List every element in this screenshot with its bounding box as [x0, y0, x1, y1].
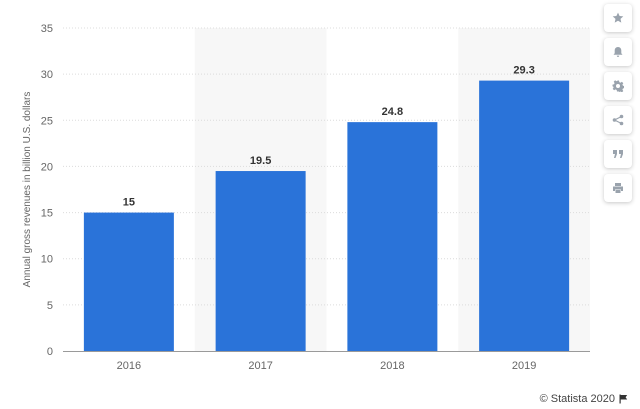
cite-button[interactable]	[604, 140, 632, 168]
source-credit[interactable]: © Statista 2020	[540, 393, 628, 405]
data-label: 29.3	[513, 65, 534, 77]
data-label: 15	[123, 197, 135, 209]
y-tick-label: 0	[47, 346, 53, 358]
credit-text: © Statista 2020	[539, 393, 615, 405]
y-tick-label: 15	[41, 208, 53, 220]
share-icon	[612, 114, 624, 126]
y-axis-ticks: 0 5 10 15 20 25 30 35	[41, 23, 53, 358]
bars	[83, 80, 570, 352]
y-tick-label: 20	[41, 161, 53, 173]
data-label: 19.5	[250, 155, 271, 167]
y-tick-label: 35	[41, 23, 53, 35]
notification-button[interactable]	[604, 38, 632, 66]
x-tick-label: 2019	[512, 360, 536, 372]
data-labels: 15 19.5 24.8 29.3	[123, 65, 535, 209]
flag-icon	[619, 394, 628, 404]
favorite-button[interactable]	[604, 4, 632, 32]
y-tick-label: 25	[41, 115, 53, 127]
chart-toolbar	[604, 4, 632, 202]
x-tick-label: 2018	[380, 360, 404, 372]
x-tick-label: 2016	[117, 360, 141, 372]
x-axis-ticks: 2016 2017 2018 2019	[117, 360, 537, 372]
gear-icon	[612, 80, 624, 92]
bell-icon	[613, 47, 623, 57]
y-tick-label: 10	[41, 254, 53, 266]
bar-2017[interactable]	[215, 171, 306, 351]
settings-button[interactable]	[604, 72, 632, 100]
data-label: 24.8	[382, 106, 403, 118]
y-tick-label: 30	[41, 69, 53, 81]
x-tick-label: 2017	[248, 360, 272, 372]
share-button[interactable]	[604, 106, 632, 134]
quote-icon	[613, 150, 623, 158]
y-tick-label: 5	[47, 300, 53, 312]
bar-2019[interactable]	[479, 80, 570, 352]
y-axis-title: Annual gross revenues in billion U.S. do…	[22, 92, 33, 288]
print-icon	[613, 183, 623, 193]
bar-2016[interactable]	[83, 212, 174, 351]
bar-2018[interactable]	[347, 122, 438, 351]
print-button[interactable]	[604, 174, 632, 202]
star-icon	[612, 12, 624, 23]
